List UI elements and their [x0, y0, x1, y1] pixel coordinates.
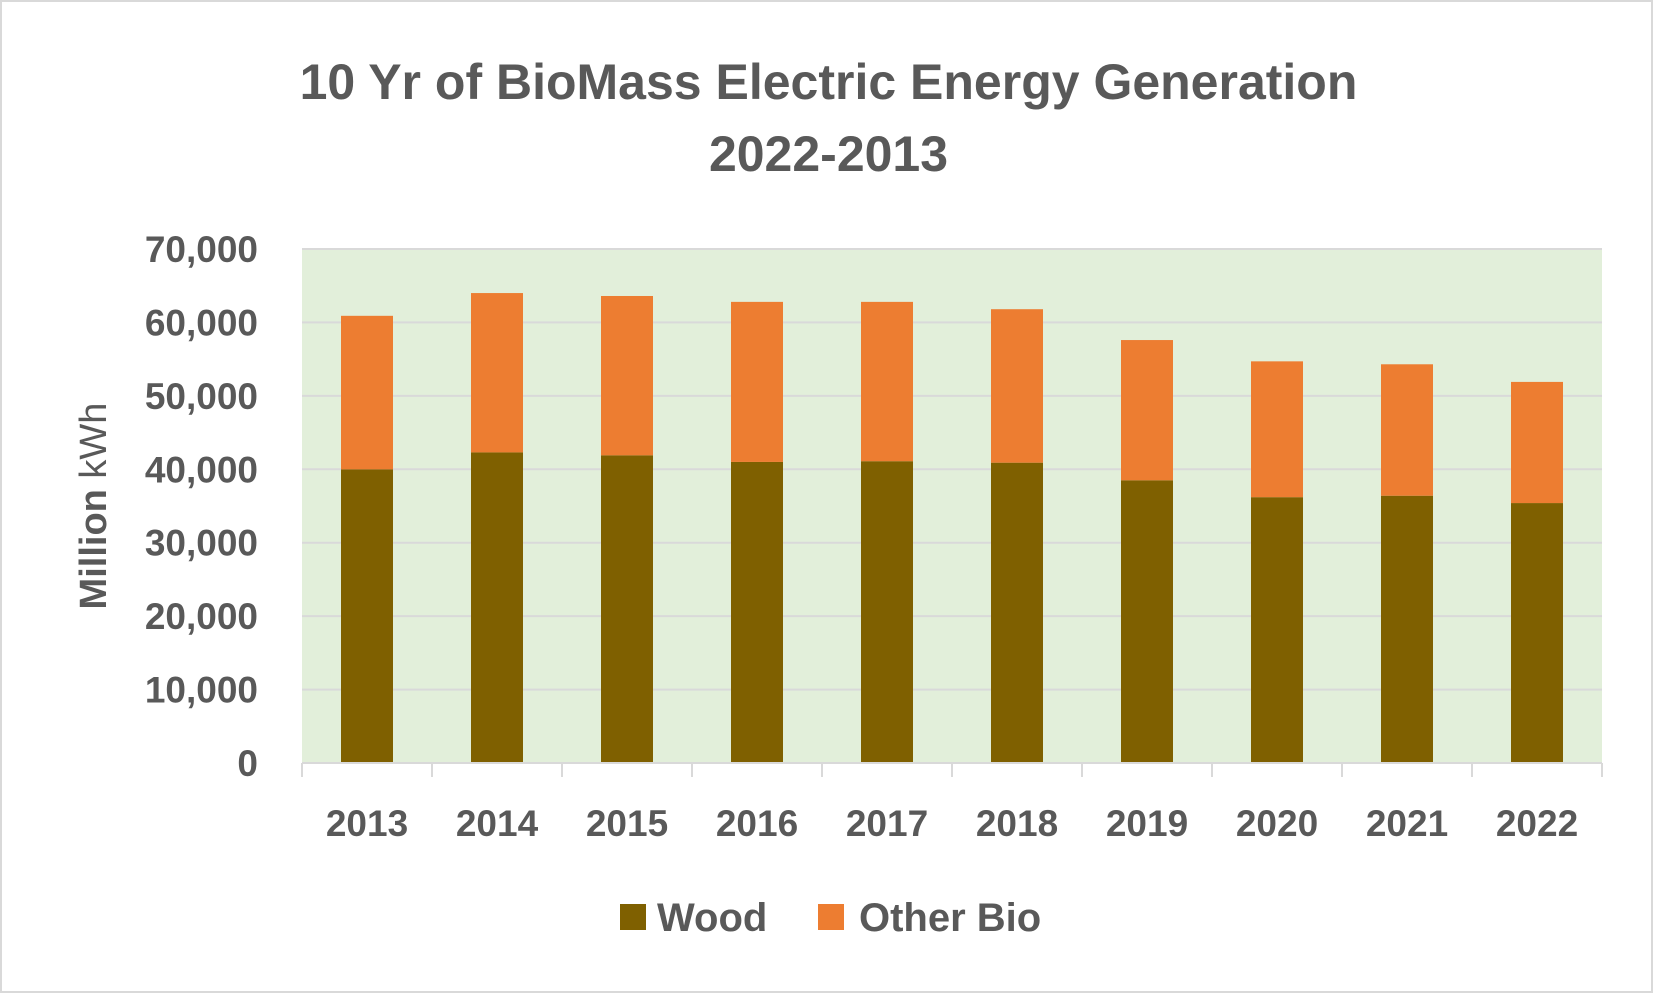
x-tick-label: 2020	[1236, 803, 1318, 844]
x-axis	[301, 762, 1603, 777]
bar-other-bio-2014	[471, 293, 523, 453]
bar-wood-2013	[341, 469, 393, 763]
legend-swatch-wood	[620, 904, 646, 930]
y-tick-label: 40,000	[145, 449, 258, 490]
bar-wood-2019	[1121, 480, 1173, 763]
legend-label-wood: Wood	[657, 896, 767, 940]
x-tick-label: 2022	[1496, 803, 1578, 844]
x-tick-label: 2014	[456, 803, 539, 844]
y-tick-label: 60,000	[145, 302, 258, 343]
bar-other-bio-2021	[1381, 364, 1433, 496]
y-tick-label: 50,000	[145, 376, 258, 417]
bar-other-bio-2017	[861, 301, 913, 462]
bar-wood-2020	[1251, 497, 1303, 763]
chart-title-line-2: 2022-2013	[708, 126, 949, 182]
bar-other-bio-2022	[1511, 381, 1563, 504]
y-axis-title: Million kWh	[73, 403, 115, 610]
bar-other-bio-2020	[1251, 361, 1303, 498]
bar-wood-2017	[861, 461, 913, 763]
x-tick-label: 2019	[1106, 803, 1188, 844]
y-tick-label: 10,000	[145, 670, 258, 711]
legend: Wood Other Bio	[620, 896, 1041, 940]
x-axis-tick-labels: 2013 2014 2015 2016 2017 2018 2019 2020 2021 2022	[326, 803, 1578, 844]
chart-title-line-1: 10 Yr of BioMass Electric Energy Generat…	[299, 54, 1358, 110]
legend-swatch-other-bio	[818, 904, 844, 930]
y-tick-label: 0	[237, 743, 258, 784]
bar-other-bio-2015	[601, 295, 653, 456]
x-tick-label: 2015	[586, 803, 668, 844]
bars	[341, 293, 1563, 763]
x-tick-label: 2021	[1366, 803, 1448, 844]
y-tick-label: 20,000	[145, 596, 258, 637]
x-tick-label: 2013	[326, 803, 408, 844]
bar-wood-2018	[991, 462, 1043, 763]
y-axis-tick-labels: 0 10,000 20,000 30,000 40,000 50,000 60,000 70,…	[145, 229, 258, 784]
y-axis-title-bold: Million	[73, 489, 115, 609]
y-tick-label: 70,000	[145, 229, 258, 270]
bar-wood-2015	[601, 455, 653, 763]
bar-other-bio-2018	[991, 309, 1043, 463]
x-tick-label: 2018	[976, 803, 1058, 844]
x-tick-label: 2016	[716, 803, 798, 844]
y-tick-label: 30,000	[145, 523, 258, 564]
y-axis-title-unit: kWh	[73, 403, 115, 490]
bar-wood-2021	[1381, 495, 1433, 763]
legend-label-other-bio: Other Bio	[859, 896, 1041, 940]
bar-wood-2022	[1511, 503, 1563, 763]
bar-other-bio-2016	[731, 301, 783, 462]
chart-title: 10 Yr of BioMass Electric Energy Generat…	[2, 46, 1653, 190]
bar-wood-2016	[731, 461, 783, 763]
x-tick-label: 2017	[846, 803, 928, 844]
bar-wood-2014	[471, 452, 523, 763]
bar-other-bio-2013	[341, 315, 393, 470]
bar-other-bio-2019	[1121, 340, 1173, 481]
